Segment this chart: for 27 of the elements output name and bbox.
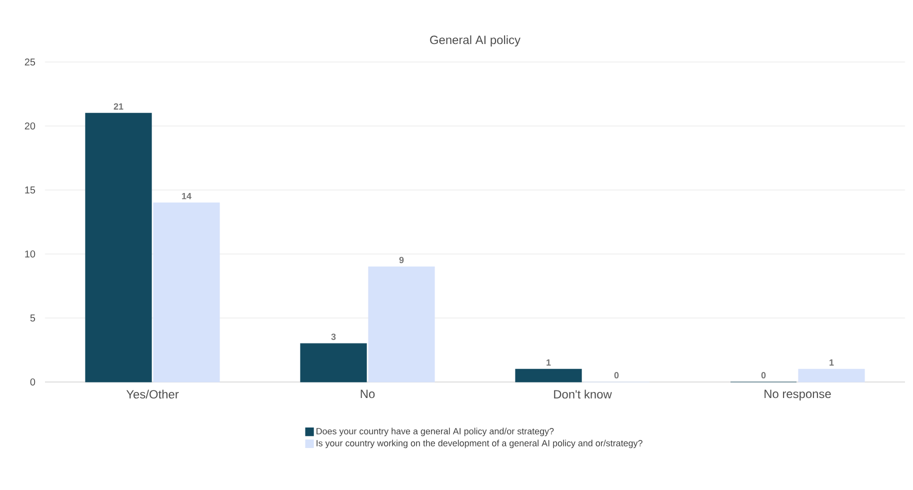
data-label: 0 <box>761 372 766 378</box>
data-label: 3 <box>331 334 336 340</box>
x-tick-label: Don't know <box>554 390 612 399</box>
x-tick-label: Yes/Other <box>126 390 179 399</box>
y-tick-label: 5 <box>30 314 36 322</box>
chart-title: General AI policy <box>430 35 520 47</box>
bar <box>85 112 152 382</box>
bar <box>368 266 435 382</box>
y-tick-label: 0 <box>30 378 36 386</box>
x-tick-label: No response <box>764 390 831 400</box>
data-label: 9 <box>399 256 404 264</box>
y-tick-label: 25 <box>24 58 36 66</box>
bar <box>798 368 865 382</box>
y-tick-label: 20 <box>24 122 36 130</box>
bar <box>515 368 582 382</box>
data-label: 1 <box>830 359 834 366</box>
legend-label: Does your country have a general AI policy and/or strategy? <box>316 428 554 436</box>
data-label: 14 <box>182 193 192 200</box>
legend-label: Is your country working on the development of a general AI policy and or/strategy? <box>316 440 642 448</box>
data-label: 0 <box>614 372 619 378</box>
y-tick-label: 10 <box>25 250 36 258</box>
bar <box>300 343 367 382</box>
data-label: 1 <box>546 359 551 366</box>
y-tick-label: 15 <box>25 186 36 194</box>
bar <box>153 202 220 382</box>
data-label: 21 <box>114 103 124 110</box>
x-tick-label: No <box>360 390 375 398</box>
